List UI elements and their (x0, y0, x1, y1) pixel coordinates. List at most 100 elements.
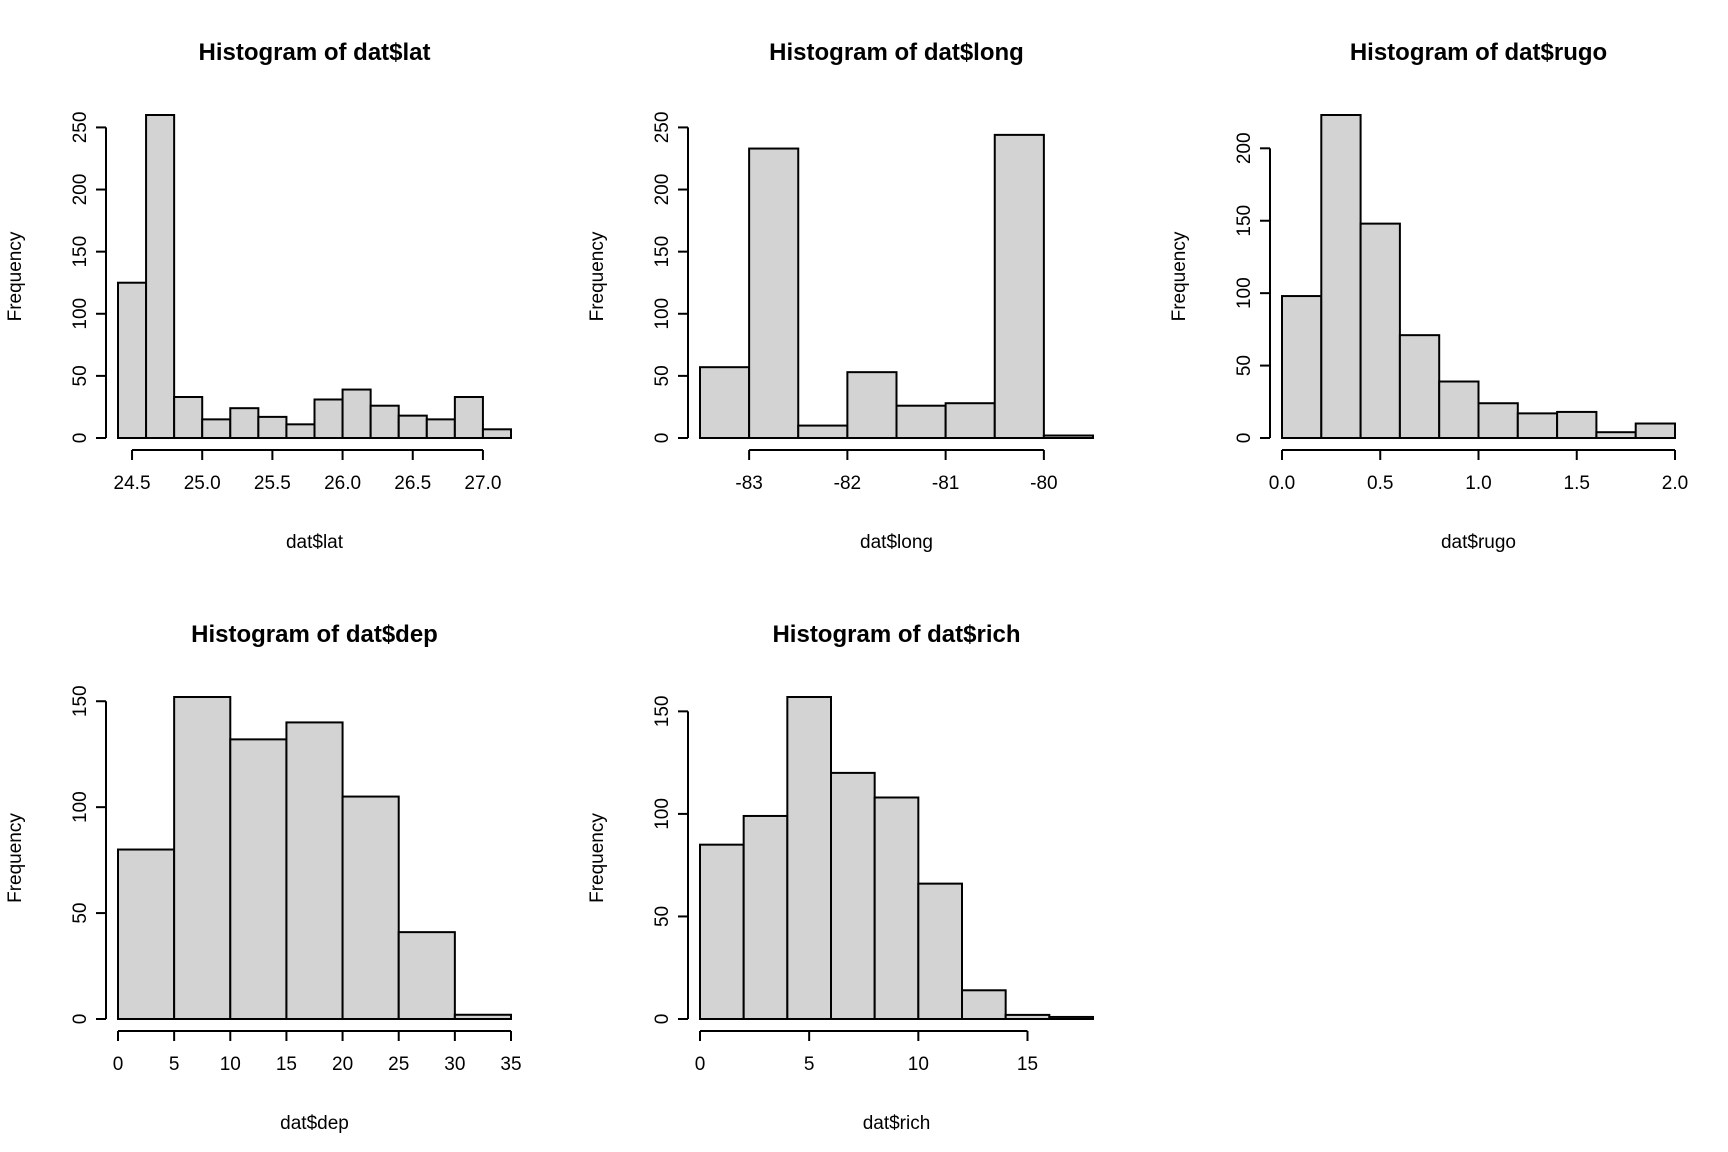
histogram-bar (1004, 1013, 1051, 1020)
x-axis: -83 -82 -81 -80 (735, 449, 1058, 494)
x-axis-label: dat$rich (863, 1113, 931, 1134)
y-axis: 0 50 100 150 (70, 685, 107, 1024)
x-axis: 0 5 10 15 (695, 1030, 1038, 1075)
x-tick-label: 25 (388, 1054, 409, 1075)
x-tick-label: 26.5 (394, 473, 431, 494)
histogram-bar (229, 407, 260, 439)
histogram-bar (285, 423, 316, 440)
x-tick-label: 1.5 (1564, 473, 1590, 494)
histogram-bar (748, 147, 800, 440)
y-axis: 0 50 100 150 200 250 (70, 112, 107, 444)
histogram-bar (1320, 114, 1362, 439)
histogram-panel-2: Histogram of dat$long -83 -82 -81 -80 0 50 100 1… (587, 39, 1094, 553)
y-tick-label: 0 (70, 433, 91, 444)
y-tick-label: 100 (1234, 277, 1255, 309)
histogram-bar (830, 771, 876, 1021)
y-axis-label: Frequency (587, 231, 608, 321)
histogram-bar (1477, 402, 1519, 440)
y-tick-label: 150 (70, 685, 91, 717)
histogram-bar (145, 114, 176, 439)
histogram-bar (1398, 334, 1441, 439)
x-tick-label: 0.5 (1367, 473, 1393, 494)
x-axis-label: dat$dep (280, 1113, 349, 1134)
histogram-bar (993, 133, 1045, 439)
chart-title: Histogram of dat$long (769, 39, 1024, 66)
histogram-bar (1595, 431, 1637, 439)
histogram-bar (797, 424, 849, 440)
chart-title: Histogram of dat$dep (191, 621, 438, 648)
x-axis: 24.5 25.0 25.5 26.0 26.5 27.0 (114, 449, 501, 494)
y-tick-label: 50 (70, 903, 91, 924)
histogram-bar (257, 415, 288, 439)
histogram-bar (1359, 222, 1401, 439)
histogram-bar (1438, 380, 1480, 439)
y-tick-label: 150 (652, 236, 673, 268)
chart-title: Histogram of dat$lat (198, 39, 430, 66)
x-axis: 0 5 10 15 20 25 30 35 (113, 1030, 522, 1075)
x-tick-label: 15 (1017, 1054, 1038, 1075)
y-tick-label: 0 (652, 1014, 673, 1025)
y-tick-label: 200 (652, 174, 673, 206)
y-tick-label: 100 (652, 798, 673, 830)
y-tick-label: 150 (1234, 205, 1255, 237)
chart-title: Histogram of dat$rich (772, 621, 1020, 648)
y-tick-label: 50 (652, 365, 673, 386)
x-tick-label: -83 (735, 473, 762, 494)
y-tick-label: 0 (1234, 433, 1255, 444)
histogram-bar (1516, 412, 1559, 439)
histogram-bar (173, 396, 204, 439)
y-axis-label: Frequency (1169, 231, 1190, 321)
histogram-bar (397, 931, 456, 1020)
x-tick-label: -82 (834, 473, 861, 494)
y-tick-label: 200 (1234, 132, 1255, 164)
x-tick-label: 0.0 (1269, 473, 1295, 494)
x-tick-label: 20 (332, 1054, 353, 1075)
y-tick-label: 100 (652, 298, 673, 330)
x-tick-label: 27.0 (464, 473, 501, 494)
x-axis-label: dat$long (860, 532, 933, 553)
y-axis: 0 50 100 150 200 250 (652, 112, 689, 443)
x-axis: 0.0 0.5 1.0 1.5 2.0 (1269, 449, 1688, 494)
x-tick-label: 10 (220, 1054, 241, 1075)
histogram-bar (873, 796, 920, 1021)
y-axis: 0 50 100 150 (652, 696, 689, 1025)
y-tick-label: 150 (652, 696, 673, 728)
histogram-bar (453, 1013, 513, 1021)
histogram-panel-5: Histogram of dat$rich 0 5 10 15 0 50 100 150 dat$… (587, 621, 1095, 1134)
histogram-bar (961, 989, 1007, 1020)
x-tick-label: 1.0 (1465, 473, 1491, 494)
histogram-bar (1042, 434, 1094, 439)
x-tick-label: 0 (113, 1054, 124, 1075)
y-tick-label: 250 (652, 112, 673, 144)
histogram-bar (917, 882, 963, 1021)
x-tick-label: 35 (500, 1054, 521, 1075)
histogram-bar (742, 814, 789, 1021)
chart-title: Histogram of dat$rugo (1350, 39, 1607, 66)
x-tick-label: 26.0 (324, 473, 361, 494)
y-axis-label: Frequency (5, 813, 26, 903)
histogram-bar (341, 388, 372, 439)
histogram-bar (944, 402, 996, 440)
y-tick-label: 200 (70, 174, 91, 206)
x-tick-label: -81 (932, 473, 959, 494)
histogram-bar (313, 398, 344, 440)
y-tick-label: 250 (70, 112, 91, 144)
y-tick-label: 150 (70, 236, 91, 268)
histogram-bar (1048, 1015, 1095, 1020)
y-tick-label: 100 (70, 791, 91, 823)
histogram-bar (117, 848, 176, 1020)
y-tick-label: 100 (70, 298, 91, 330)
histogram-bar (201, 418, 232, 440)
x-tick-label: 5 (804, 1054, 815, 1075)
x-tick-label: 25.5 (254, 473, 291, 494)
y-tick-label: 50 (652, 906, 673, 927)
x-tick-label: 25.0 (184, 473, 221, 494)
histogram-bar (1634, 422, 1676, 439)
histogram-bar (786, 696, 832, 1020)
histogram-bar (117, 281, 148, 440)
histogram-bar (1556, 410, 1598, 440)
x-tick-label: 2.0 (1662, 473, 1688, 494)
histogram-bar (481, 428, 512, 439)
histogram-bar (229, 738, 288, 1020)
